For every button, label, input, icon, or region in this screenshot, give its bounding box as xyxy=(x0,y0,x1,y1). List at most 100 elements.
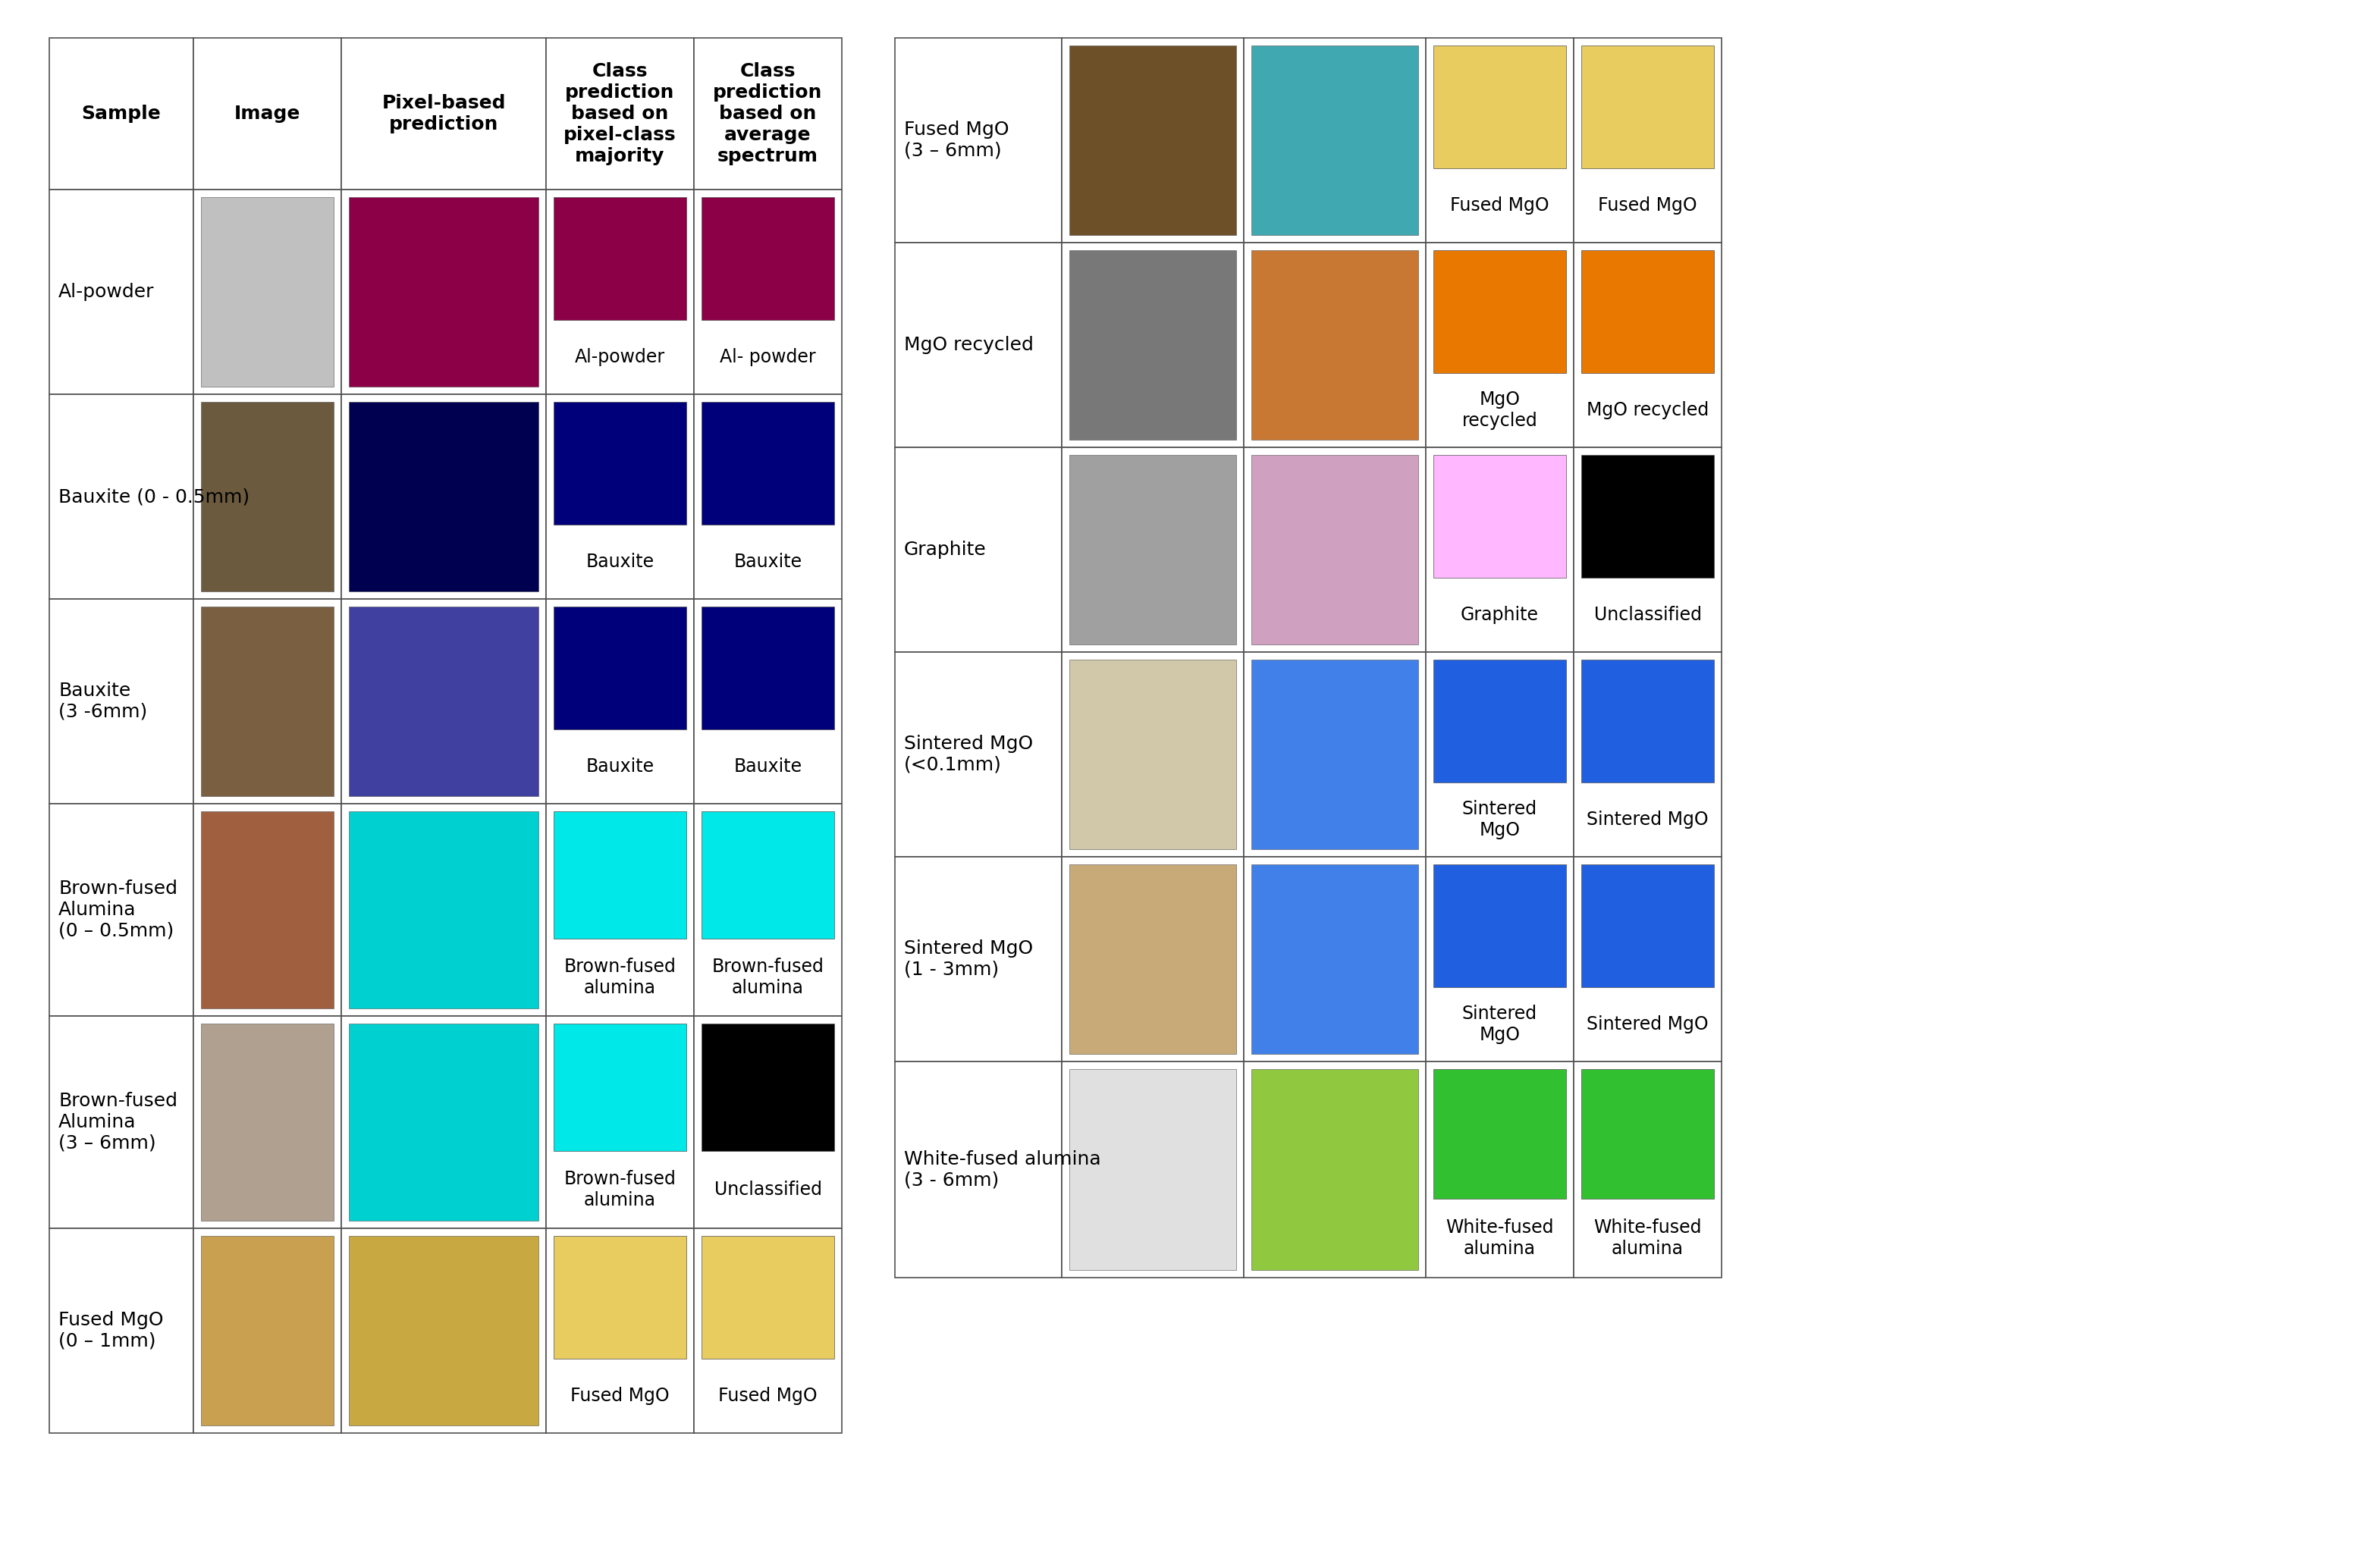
Bar xyxy=(694,394,841,599)
Bar xyxy=(1244,652,1427,856)
Bar xyxy=(50,38,194,190)
Text: Sample: Sample xyxy=(81,105,161,122)
Bar xyxy=(545,599,694,804)
Bar xyxy=(1069,1069,1237,1270)
Text: Al-powder: Al-powder xyxy=(59,282,154,301)
Bar xyxy=(1244,856,1427,1062)
Bar xyxy=(1574,447,1721,652)
Bar xyxy=(1427,447,1574,652)
Bar xyxy=(1427,652,1574,856)
Bar xyxy=(348,401,538,591)
Text: Fused MgO: Fused MgO xyxy=(718,1386,818,1405)
Text: Class
prediction
based on
average
spectrum: Class prediction based on average spectr… xyxy=(713,63,822,165)
Bar xyxy=(545,394,694,599)
Text: Sintered MgO
(<0.1mm): Sintered MgO (<0.1mm) xyxy=(903,735,1033,775)
Text: White-fused alumina
(3 - 6mm): White-fused alumina (3 - 6mm) xyxy=(903,1149,1102,1189)
Bar xyxy=(1062,447,1244,652)
Bar xyxy=(194,190,341,394)
Text: Brown-fused
Alumina
(0 – 0.5mm): Brown-fused Alumina (0 – 0.5mm) xyxy=(59,880,178,941)
Bar xyxy=(341,1016,545,1228)
Text: Brown-fused
Alumina
(3 – 6mm): Brown-fused Alumina (3 – 6mm) xyxy=(59,1091,178,1152)
Bar xyxy=(194,394,341,599)
Bar xyxy=(1574,856,1721,1062)
Bar xyxy=(545,804,694,1016)
Text: MgO recycled: MgO recycled xyxy=(903,336,1033,354)
Bar xyxy=(896,38,1062,243)
Text: Sintered
MgO: Sintered MgO xyxy=(1462,1005,1538,1044)
Bar xyxy=(702,811,834,939)
Bar xyxy=(1069,455,1237,644)
Text: Sintered
MgO: Sintered MgO xyxy=(1462,800,1538,839)
Text: Sintered MgO: Sintered MgO xyxy=(1588,811,1709,829)
Bar xyxy=(194,599,341,804)
Bar xyxy=(555,1236,687,1359)
Bar xyxy=(194,1228,341,1433)
Bar xyxy=(1434,864,1567,988)
Bar xyxy=(341,190,545,394)
Bar xyxy=(694,1016,841,1228)
Bar xyxy=(194,804,341,1016)
Text: Bauxite (0 - 0.5mm): Bauxite (0 - 0.5mm) xyxy=(59,488,249,506)
Bar xyxy=(1069,660,1237,850)
Bar xyxy=(50,804,194,1016)
Bar xyxy=(1574,38,1721,243)
Bar xyxy=(555,811,687,939)
Bar xyxy=(1251,251,1417,439)
Text: Al- powder: Al- powder xyxy=(720,348,815,367)
Bar xyxy=(555,607,687,729)
Bar xyxy=(694,190,841,394)
Text: Fused MgO: Fused MgO xyxy=(571,1386,671,1405)
Bar xyxy=(341,1228,545,1433)
Text: Graphite: Graphite xyxy=(903,541,986,558)
Bar xyxy=(194,1016,341,1228)
Bar xyxy=(1427,856,1574,1062)
Bar xyxy=(201,198,334,387)
Bar xyxy=(896,1062,1062,1278)
Text: Fused MgO: Fused MgO xyxy=(1597,196,1697,215)
Bar xyxy=(702,1024,834,1151)
Bar xyxy=(348,198,538,387)
Bar xyxy=(1434,45,1567,168)
Bar xyxy=(1581,455,1714,577)
Bar xyxy=(1069,45,1237,235)
Text: Class
prediction
based on
pixel-class
majority: Class prediction based on pixel-class ma… xyxy=(564,63,675,165)
Text: White-fused
alumina: White-fused alumina xyxy=(1593,1218,1702,1258)
Bar xyxy=(1251,45,1417,235)
Bar xyxy=(348,1236,538,1425)
Text: Bauxite: Bauxite xyxy=(585,757,654,776)
Text: Fused MgO
(0 – 1mm): Fused MgO (0 – 1mm) xyxy=(59,1311,164,1350)
Bar xyxy=(555,198,687,320)
Bar xyxy=(1062,856,1244,1062)
Bar xyxy=(896,856,1062,1062)
Bar xyxy=(1062,38,1244,243)
Bar xyxy=(201,811,334,1008)
Bar xyxy=(341,599,545,804)
Text: Fused MgO: Fused MgO xyxy=(1450,196,1550,215)
Bar xyxy=(341,804,545,1016)
Text: Bauxite: Bauxite xyxy=(735,757,801,776)
Text: Brown-fused
alumina: Brown-fused alumina xyxy=(711,958,825,997)
Bar xyxy=(702,1236,834,1359)
Bar xyxy=(1244,447,1427,652)
Bar xyxy=(896,243,1062,447)
Bar xyxy=(1244,38,1427,243)
Bar xyxy=(201,607,334,797)
Bar xyxy=(201,1236,334,1425)
Bar xyxy=(1069,864,1237,1054)
Text: White-fused
alumina: White-fused alumina xyxy=(1446,1218,1555,1258)
Bar xyxy=(1427,243,1574,447)
Bar xyxy=(694,599,841,804)
Bar xyxy=(1581,864,1714,988)
Bar xyxy=(545,190,694,394)
Bar xyxy=(1244,1062,1427,1278)
Bar xyxy=(702,198,834,320)
Bar xyxy=(348,811,538,1008)
Bar xyxy=(341,394,545,599)
Bar xyxy=(1581,660,1714,782)
Text: MgO recycled: MgO recycled xyxy=(1586,401,1709,419)
Bar xyxy=(50,190,194,394)
Text: Bauxite: Bauxite xyxy=(585,554,654,571)
Bar xyxy=(545,1016,694,1228)
Bar xyxy=(1062,652,1244,856)
Bar xyxy=(1251,455,1417,644)
